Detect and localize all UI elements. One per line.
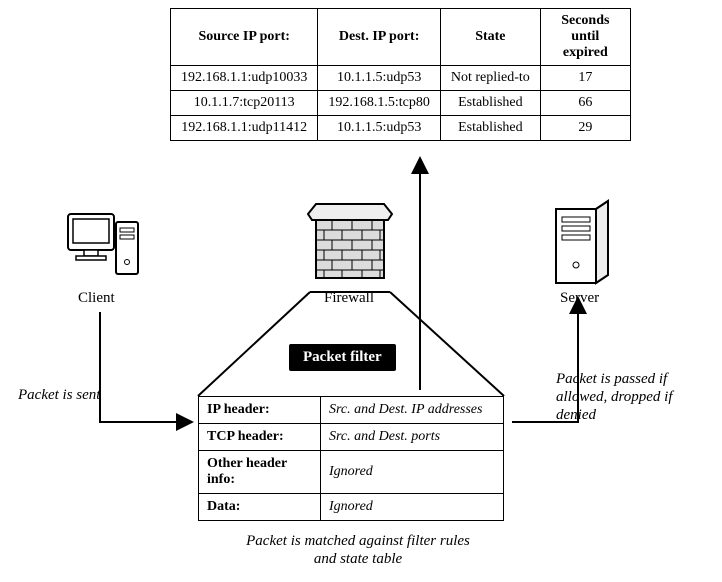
col-state: State — [440, 9, 540, 66]
server-icon — [552, 197, 612, 296]
server-label: Server — [560, 290, 599, 307]
packet-matched-label: Packet is matched against filter rules a… — [238, 532, 478, 568]
table-row: Other header info: Ignored — [199, 451, 504, 494]
client-label: Client — [78, 290, 115, 307]
cell: Ignored — [321, 451, 504, 494]
packet-passed-label: Packet is passed if allowed, dropped if … — [556, 370, 706, 424]
cell: 192.168.1.1:udp11412 — [171, 116, 318, 141]
table-row: TCP header: Src. and Dest. ports — [199, 424, 504, 451]
cell: 10.1.1.7:tcp20113 — [171, 91, 318, 116]
cell: Established — [440, 116, 540, 141]
cell: Not replied-to — [440, 66, 540, 91]
firewall-icon — [302, 200, 398, 293]
client-icon — [62, 210, 144, 291]
table-row: 192.168.1.1:udp11412 10.1.1.5:udp53 Esta… — [171, 116, 631, 141]
table-row: IP header: Src. and Dest. IP addresses — [199, 397, 504, 424]
cell: 10.1.1.5:udp53 — [318, 66, 441, 91]
col-dest: Dest. IP port: — [318, 9, 441, 66]
zoom-line-right — [390, 292, 504, 396]
cell: Data: — [199, 494, 321, 521]
cell: Established — [440, 91, 540, 116]
cell: 29 — [540, 116, 630, 141]
cell: Src. and Dest. ports — [321, 424, 504, 451]
cell: 10.1.1.5:udp53 — [318, 116, 441, 141]
arrow-client-to-filter — [100, 312, 190, 422]
table-row: 10.1.1.7:tcp20113 192.168.1.5:tcp80 Esta… — [171, 91, 631, 116]
cell: 192.168.1.1:udp10033 — [171, 66, 318, 91]
cell: IP header: — [199, 397, 321, 424]
cell: TCP header: — [199, 424, 321, 451]
col-expire: Seconds until expired — [540, 9, 630, 66]
cell: 17 — [540, 66, 630, 91]
packet-sent-label: Packet is sent — [18, 386, 138, 404]
cell: 192.168.1.5:tcp80 — [318, 91, 441, 116]
table-row: 192.168.1.1:udp10033 10.1.1.5:udp53 Not … — [171, 66, 631, 91]
state-table: Source IP port: Dest. IP port: State Sec… — [170, 8, 631, 141]
cell: 66 — [540, 91, 630, 116]
table-header-row: Source IP port: Dest. IP port: State Sec… — [171, 9, 631, 66]
packet-filter-badge: Packet filter — [289, 344, 396, 371]
firewall-label: Firewall — [324, 290, 374, 307]
cell: Src. and Dest. IP addresses — [321, 397, 504, 424]
cell: Ignored — [321, 494, 504, 521]
col-source: Source IP port: — [171, 9, 318, 66]
cell: Other header info: — [199, 451, 321, 494]
filter-table: IP header: Src. and Dest. IP addresses T… — [198, 396, 504, 521]
table-row: Data: Ignored — [199, 494, 504, 521]
